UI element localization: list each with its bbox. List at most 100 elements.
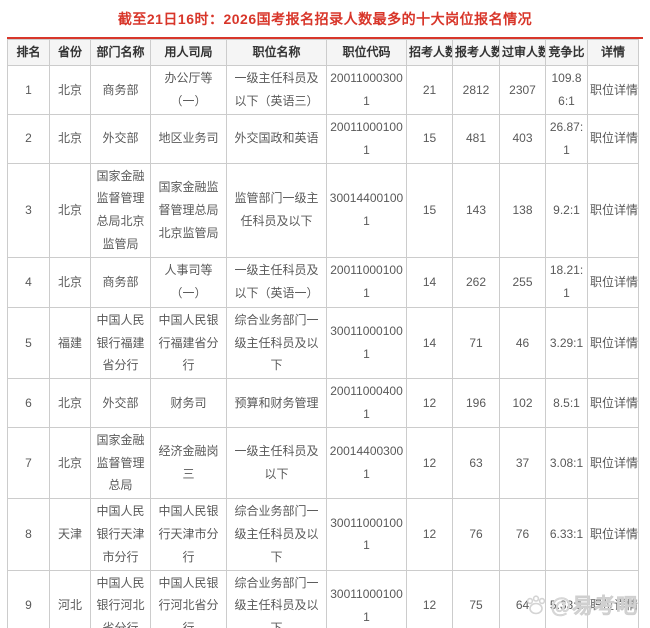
cell-rank: 4 bbox=[7, 256, 50, 308]
cell-ratio: 26.87:1 bbox=[545, 114, 588, 164]
cell-applicants: 262 bbox=[452, 256, 500, 308]
cell-passed: 64 bbox=[499, 569, 546, 628]
cell-passed: 2307 bbox=[499, 65, 546, 115]
cell-province: 北京 bbox=[49, 162, 91, 258]
cell-bureau: 国家金融监督管理总局北京监管局 bbox=[150, 162, 227, 258]
cell-detail: 职位详情 bbox=[587, 569, 639, 628]
position-detail-link[interactable]: 职位详情 bbox=[590, 202, 639, 217]
cell-recruit: 12 bbox=[406, 426, 453, 500]
cell-department: 商务部 bbox=[90, 256, 151, 308]
position-detail-link[interactable]: 职位详情 bbox=[590, 335, 639, 350]
cell-code: 200110001001 bbox=[326, 114, 407, 164]
cell-position: 综合业务部门一级主任科员及以下 bbox=[226, 498, 327, 571]
column-header-recruit: 招考人数 bbox=[406, 39, 453, 66]
cell-rank: 9 bbox=[7, 569, 50, 628]
cell-applicants: 75 bbox=[452, 569, 500, 628]
cell-province: 北京 bbox=[49, 426, 91, 500]
cell-ratio: 18.21:1 bbox=[545, 256, 588, 308]
column-header-bureau: 用人司局 bbox=[150, 39, 227, 66]
position-detail-link[interactable]: 职位详情 bbox=[590, 82, 639, 97]
position-detail-link[interactable]: 职位详情 bbox=[590, 131, 639, 146]
cell-province: 北京 bbox=[49, 65, 91, 115]
cell-ratio: 6.33:1 bbox=[545, 498, 588, 571]
column-header-passed: 过审人数 bbox=[499, 39, 546, 66]
table-header-row: 排名 省份 部门名称 用人司局 职位名称 职位代码 招考人数 报考人数 过审人数 竞争比 详情 bbox=[7, 39, 639, 66]
cell-position: 预算和财务管理 bbox=[226, 378, 327, 428]
cell-code: 200110003001 bbox=[326, 65, 407, 115]
cell-applicants: 76 bbox=[452, 498, 500, 571]
cell-recruit: 12 bbox=[406, 498, 453, 571]
table-row: 9河北中国人民银行河北省分行中国人民银行河北省分行综合业务部门一级主任科员及以下… bbox=[7, 569, 639, 628]
cell-code: 200110004001 bbox=[326, 378, 407, 428]
column-header-rank: 排名 bbox=[7, 39, 50, 66]
column-header-province: 省份 bbox=[49, 39, 91, 66]
table-header: 排名 省份 部门名称 用人司局 职位名称 职位代码 招考人数 报考人数 过审人数 竞争比 详情 bbox=[7, 39, 639, 66]
cell-bureau: 中国人民银行福建省分行 bbox=[150, 306, 227, 380]
table-row: 1 北京 商务部 办公厅等（一） 一级主任科员及以下（英语三） 200110003001 2… bbox=[7, 65, 639, 115]
cell-bureau: 地区业务司 bbox=[150, 114, 227, 164]
cell-position: 综合业务部门一级主任科员及以下 bbox=[226, 569, 327, 628]
cell-detail: 职位详情 bbox=[587, 114, 639, 164]
cell-bureau: 人事司等（一） bbox=[150, 256, 227, 308]
cell-department: 外交部 bbox=[90, 114, 151, 164]
table-row: 8 天津 中国人民银行天津市分行 中国人民银行天津市分行 综合业务部门一级主任科员及以下… bbox=[7, 498, 639, 571]
cell-code: 200144003001 bbox=[326, 426, 407, 500]
cell-rank: 7 bbox=[7, 426, 50, 500]
position-detail-link[interactable]: 职位详情 bbox=[590, 455, 639, 470]
cell-detail: 职位详情 bbox=[587, 256, 639, 308]
cell-bureau: 办公厅等（一） bbox=[150, 65, 227, 115]
column-header-code: 职位代码 bbox=[326, 39, 407, 66]
cell-ratio: 109.86:1 bbox=[545, 65, 588, 115]
cell-code: 200110001001 bbox=[326, 256, 407, 308]
cell-passed: 403 bbox=[499, 114, 546, 164]
cell-detail: 职位详情 bbox=[587, 426, 639, 500]
table-row: 5 福建 中国人民银行福建省分行 中国人民银行福建省分行 综合业务部门一级主任科员及以下… bbox=[7, 306, 639, 380]
cell-bureau: 财务司 bbox=[150, 378, 227, 428]
table-row: 3 北京 国家金融监督管理总局北京监管局 国家金融监督管理总局北京监管局 监管部门一级主… bbox=[7, 162, 639, 258]
cell-applicants: 2812 bbox=[452, 65, 500, 115]
cell-passed: 46 bbox=[499, 306, 546, 380]
cell-code: 300110001001 bbox=[326, 569, 407, 628]
cell-bureau: 经济金融岗三 bbox=[150, 426, 227, 500]
cell-recruit: 14 bbox=[406, 256, 453, 308]
cell-recruit: 15 bbox=[406, 114, 453, 164]
cell-rank: 1 bbox=[7, 65, 50, 115]
cell-rank: 8 bbox=[7, 498, 50, 571]
cell-province: 天津 bbox=[49, 498, 91, 571]
cell-detail: 职位详情 bbox=[587, 162, 639, 258]
cell-ratio: 8.5:1 bbox=[545, 378, 588, 428]
cell-detail: 职位详情 bbox=[587, 65, 639, 115]
cell-rank: 6 bbox=[7, 378, 50, 428]
cell-province: 北京 bbox=[49, 114, 91, 164]
cell-recruit: 12 bbox=[406, 378, 453, 428]
cell-bureau: 中国人民银行河北省分行 bbox=[150, 569, 227, 628]
cell-position: 外交国政和英语 bbox=[226, 114, 327, 164]
cell-recruit: 15 bbox=[406, 162, 453, 258]
cell-ratio: 3.29:1 bbox=[545, 306, 588, 380]
cell-rank: 5 bbox=[7, 306, 50, 380]
column-header-ratio: 竞争比 bbox=[545, 39, 588, 66]
table-row: 2 北京 外交部 地区业务司 外交国政和英语 200110001001 15 481 403 26… bbox=[7, 114, 639, 164]
position-detail-link[interactable]: 职位详情 bbox=[590, 395, 639, 410]
table-row: 6 北京 外交部 财务司 预算和财务管理 200110004001 12 196 102 8.5:… bbox=[7, 378, 639, 428]
cell-passed: 37 bbox=[499, 426, 546, 500]
position-detail-link[interactable]: 职位详情 bbox=[590, 526, 639, 541]
table-row: 4 北京 商务部 人事司等（一） 一级主任科员及以下（英语一） 200110001001 1… bbox=[7, 256, 639, 308]
cell-passed: 255 bbox=[499, 256, 546, 308]
column-header-applicants: 报考人数 bbox=[452, 39, 500, 66]
cell-province: 北京 bbox=[49, 256, 91, 308]
title-divider bbox=[7, 37, 643, 39]
position-detail-link[interactable]: 职位详情 bbox=[590, 598, 639, 613]
column-header-detail: 详情 bbox=[587, 39, 639, 66]
cell-applicants: 143 bbox=[452, 162, 500, 258]
position-detail-link[interactable]: 职位详情 bbox=[590, 274, 639, 289]
cell-detail: 职位详情 bbox=[587, 498, 639, 571]
cell-department: 中国人民银行天津市分行 bbox=[90, 498, 151, 571]
cell-applicants: 196 bbox=[452, 378, 500, 428]
cell-position: 监管部门一级主任科员及以下 bbox=[226, 162, 327, 258]
cell-ratio: 5.33:1 bbox=[545, 569, 588, 628]
cell-applicants: 71 bbox=[452, 306, 500, 380]
cell-department: 国家金融监督管理总局 bbox=[90, 426, 151, 500]
